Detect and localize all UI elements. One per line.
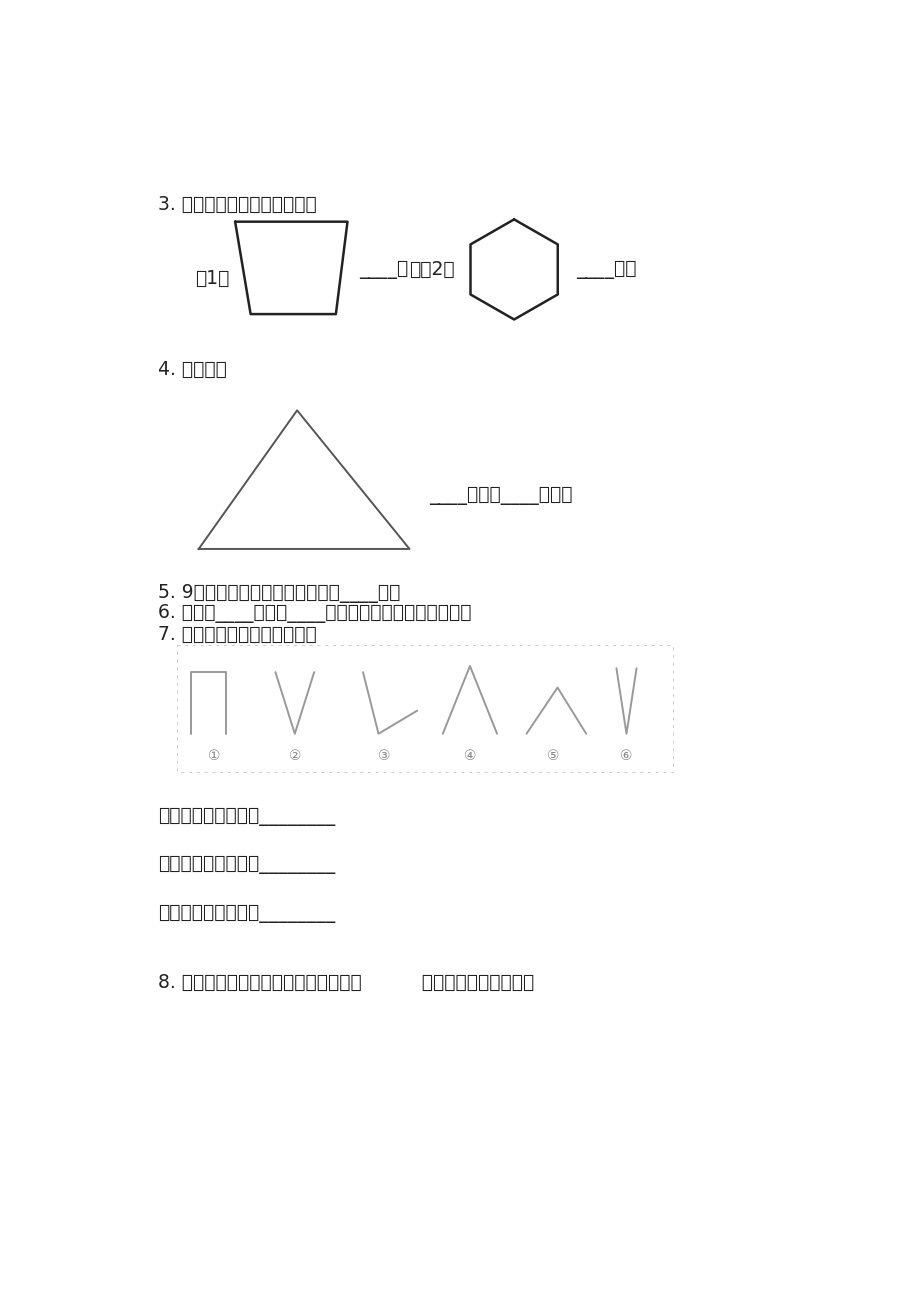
Text: 上图中是直角的有：________: 上图中是直角的有：________	[157, 855, 335, 875]
Text: ⑥: ⑥	[619, 749, 632, 763]
Text: （1）: （1）	[195, 270, 229, 289]
Text: ；（2）: ；（2）	[409, 260, 455, 279]
Text: ⑤: ⑤	[547, 749, 560, 763]
Text: 6. 锤面上____时整和____时整，分针和时针形成直角。: 6. 锤面上____时整和____时整，分针和时针形成直角。	[157, 604, 471, 624]
Text: 4. 数一数。: 4. 数一数。	[157, 361, 226, 379]
Text: ③: ③	[378, 749, 391, 763]
Text: 5. 9时整，分针和时针形成的角是____角。: 5. 9时整，分针和时针形成的角是____角。	[157, 583, 400, 603]
Text: ②: ②	[289, 749, 301, 763]
Text: 7. 按要求分一分。（填序号）: 7. 按要求分一分。（填序号）	[157, 625, 316, 644]
Text: ①: ①	[208, 749, 221, 763]
Text: ④: ④	[463, 749, 476, 763]
Text: ____钝角，____锐角。: ____钝角，____锐角。	[428, 486, 572, 505]
Text: 上图中是锐角的有：________: 上图中是锐角的有：________	[157, 807, 335, 825]
Text: 8. 拿一张长方形纸，先上下对折，再（          ）对折可以得到直角。: 8. 拿一张长方形纸，先上下对折，再（ ）对折可以得到直角。	[157, 973, 533, 991]
Text: ____个: ____个	[358, 260, 408, 279]
Text: 3. 下面的图形中各有几个角？: 3. 下面的图形中各有几个角？	[157, 195, 316, 214]
Text: ____个。: ____个。	[575, 260, 636, 279]
Text: 上图中是钝角的有：________: 上图中是钝角的有：________	[157, 904, 335, 923]
